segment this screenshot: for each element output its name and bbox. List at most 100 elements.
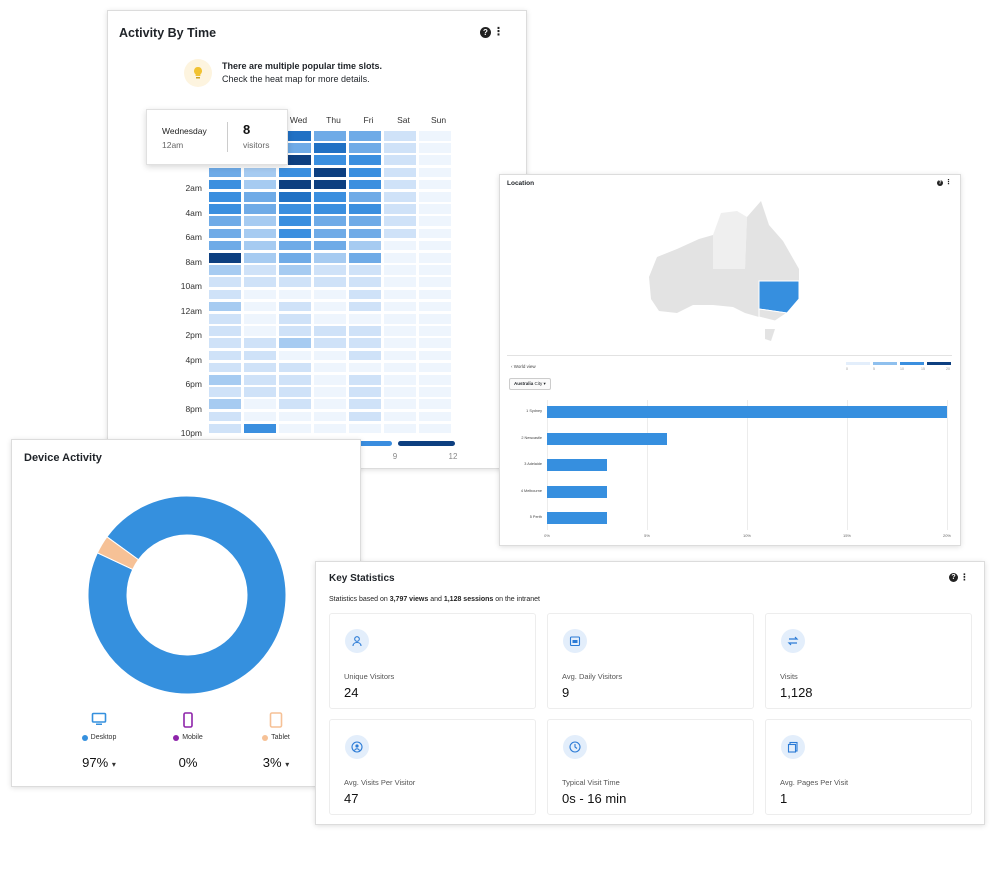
heatmap-cell[interactable] [244, 314, 276, 324]
heatmap-cell[interactable] [349, 216, 381, 227]
heatmap-cell[interactable] [419, 301, 451, 312]
heatmap-cell[interactable] [349, 399, 381, 410]
heatmap-cell[interactable] [209, 179, 241, 190]
heatmap-cell[interactable] [209, 301, 241, 312]
heatmap-cell[interactable] [349, 179, 381, 190]
heatmap-cell[interactable] [384, 265, 416, 275]
heatmap-cell[interactable] [279, 277, 311, 288]
location-bar[interactable] [547, 459, 607, 471]
heatmap-cell[interactable] [244, 192, 276, 202]
heatmap-cell[interactable] [279, 192, 311, 202]
heatmap-cell[interactable] [314, 253, 346, 263]
heatmap-cell[interactable] [384, 387, 416, 397]
heatmap-cell[interactable] [314, 289, 346, 300]
heatmap-cell[interactable] [349, 338, 381, 349]
heatmap-cell[interactable] [314, 375, 346, 385]
heatmap-cell[interactable] [244, 423, 276, 434]
heatmap-cell[interactable] [279, 314, 311, 324]
heatmap-cell[interactable] [244, 289, 276, 300]
heatmap-cell[interactable] [349, 314, 381, 324]
heatmap-cell[interactable] [279, 375, 311, 385]
heatmap-cell[interactable] [349, 387, 381, 397]
heatmap-cell[interactable] [209, 350, 241, 361]
heatmap-cell[interactable] [384, 289, 416, 300]
heatmap-cell[interactable] [209, 338, 241, 349]
heatmap-cell[interactable] [209, 204, 241, 214]
help-icon[interactable]: ? [949, 573, 958, 582]
heatmap-cell[interactable] [279, 265, 311, 275]
heatmap-cell[interactable] [209, 240, 241, 251]
heatmap-cell[interactable] [244, 375, 276, 385]
heatmap-cell[interactable] [209, 314, 241, 324]
heatmap-cell[interactable] [419, 362, 451, 373]
heatmap-cell[interactable] [384, 338, 416, 349]
heatmap-cell[interactable] [209, 289, 241, 300]
heatmap-cell[interactable] [384, 143, 416, 153]
heatmap-cell[interactable] [279, 411, 311, 422]
heatmap-cell[interactable] [314, 301, 346, 312]
heatmap-cell[interactable] [314, 155, 346, 166]
heatmap-cell[interactable] [209, 265, 241, 275]
heatmap-cell[interactable] [279, 155, 311, 166]
heatmap-cell[interactable] [349, 375, 381, 385]
heatmap-cell[interactable] [419, 411, 451, 422]
heatmap-cell[interactable] [419, 228, 451, 239]
heatmap-cell[interactable] [349, 423, 381, 434]
heatmap-cell[interactable] [209, 253, 241, 263]
heatmap-cell[interactable] [244, 411, 276, 422]
heatmap-cell[interactable] [314, 204, 346, 214]
heatmap-cell[interactable] [244, 240, 276, 251]
heatmap-cell[interactable] [244, 167, 276, 178]
heatmap-cell[interactable] [419, 338, 451, 349]
heatmap-cell[interactable] [244, 204, 276, 214]
heatmap-cell[interactable] [349, 192, 381, 202]
heatmap-cell[interactable] [314, 411, 346, 422]
heatmap-cell[interactable] [384, 375, 416, 385]
heatmap-cell[interactable] [349, 131, 381, 141]
heatmap-cell[interactable] [384, 155, 416, 166]
location-bar[interactable] [547, 485, 607, 498]
heatmap-cell[interactable] [349, 350, 381, 361]
heatmap-cell[interactable] [279, 338, 311, 349]
heatmap-cell[interactable] [419, 155, 451, 166]
heatmap-cell[interactable] [419, 143, 451, 153]
heatmap-cell[interactable] [209, 277, 241, 288]
world-view-link[interactable]: ‹ World view [511, 364, 536, 369]
heatmap-cell[interactable] [419, 314, 451, 324]
location-bar[interactable] [547, 512, 607, 524]
heatmap-cell[interactable] [209, 411, 241, 422]
heatmap-cell[interactable] [279, 387, 311, 397]
heatmap-cell[interactable] [244, 326, 276, 336]
help-icon[interactable]: ? [937, 179, 943, 186]
heatmap-cell[interactable] [279, 179, 311, 190]
heatmap-cell[interactable] [349, 253, 381, 263]
heatmap-cell[interactable] [314, 362, 346, 373]
heatmap-cell[interactable] [419, 204, 451, 214]
heatmap-cell[interactable] [279, 301, 311, 312]
heatmap-cell[interactable] [314, 277, 346, 288]
heatmap-cell[interactable] [209, 375, 241, 385]
heatmap-cell[interactable] [279, 362, 311, 373]
heatmap-cell[interactable] [314, 216, 346, 227]
heatmap-cell[interactable] [419, 350, 451, 361]
heatmap-cell[interactable] [419, 179, 451, 190]
heatmap-cell[interactable] [349, 326, 381, 336]
heatmap-cell[interactable] [349, 155, 381, 166]
heatmap-cell[interactable] [209, 326, 241, 336]
heatmap-cell[interactable] [209, 216, 241, 227]
heatmap-cell[interactable] [279, 423, 311, 434]
heatmap-cell[interactable] [279, 253, 311, 263]
heatmap-cell[interactable] [244, 362, 276, 373]
heatmap-cell[interactable] [384, 216, 416, 227]
heatmap-cell[interactable] [349, 228, 381, 239]
heatmap-cell[interactable] [419, 167, 451, 178]
heatmap-cell[interactable] [209, 228, 241, 239]
heatmap-cell[interactable] [314, 179, 346, 190]
heatmap-cell[interactable] [244, 228, 276, 239]
heatmap-cell[interactable] [419, 240, 451, 251]
heatmap-cell[interactable] [419, 399, 451, 410]
heatmap-cell[interactable] [279, 326, 311, 336]
heatmap-cell[interactable] [314, 399, 346, 410]
heatmap-cell[interactable] [279, 216, 311, 227]
heatmap-cell[interactable] [244, 216, 276, 227]
